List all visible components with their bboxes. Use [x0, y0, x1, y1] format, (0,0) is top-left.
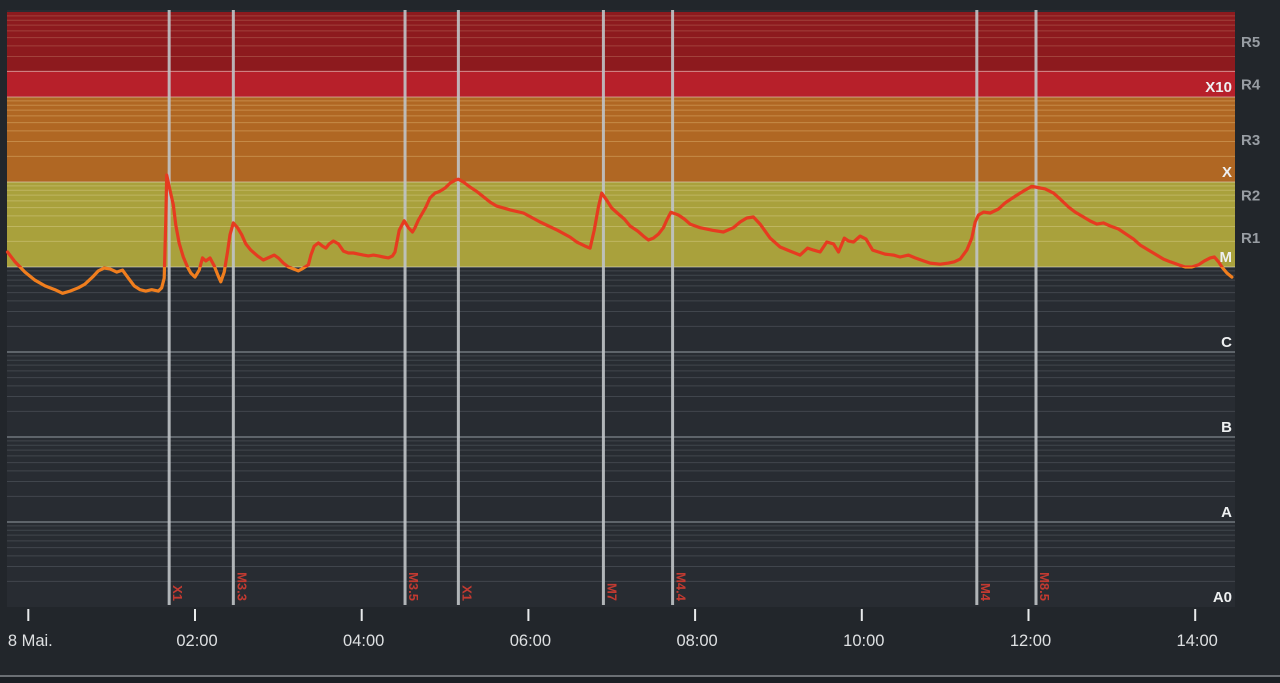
time-axis-label: 8 Mai. [8, 632, 53, 650]
flare-event-label: M4 [978, 583, 993, 602]
time-axis-label: 06:00 [510, 632, 551, 650]
time-axis-label: 10:00 [843, 632, 884, 650]
flux-level-label-X10: X10 [1205, 79, 1232, 96]
flux-level-label-M: M [1220, 249, 1233, 266]
r-scale-label-R4: R4 [1241, 77, 1261, 94]
time-axis-label: 08:00 [676, 632, 717, 650]
r-scale-band-R4 [7, 71, 1235, 97]
flare-event-label: X1 [459, 585, 474, 601]
flux-level-label-C: C [1221, 334, 1232, 351]
flux-level-label-B: B [1221, 419, 1232, 436]
flare-event-label: M8.5 [1037, 572, 1052, 601]
time-axis-label: 04:00 [343, 632, 384, 650]
r-scale-band-R3 [7, 97, 1235, 182]
r-scale-label-R2: R2 [1241, 187, 1260, 204]
r-scale-label-R3: R3 [1241, 132, 1260, 149]
time-axis-label: 14:00 [1177, 632, 1218, 650]
flare-event-label: M3.5 [406, 572, 421, 601]
flux-level-label-A0: A0 [1213, 589, 1232, 606]
flare-event-label: M4.4 [674, 572, 689, 602]
xray-flux-curve-below-m [17, 267, 1234, 295]
flare-event-label: M7 [604, 583, 619, 601]
r-scale-label-R5: R5 [1241, 34, 1260, 51]
flux-level-label-X: X [1222, 164, 1232, 181]
time-axis-label: 02:00 [176, 632, 217, 650]
r-scale-band-R5 [7, 12, 1235, 72]
time-axis-label: 12:00 [1010, 632, 1051, 650]
r-scale-label-R1: R1 [1241, 230, 1260, 247]
flare-event-label: X1 [170, 585, 185, 601]
footer-strip [0, 677, 1280, 683]
xray-flux-curve-above-m [5, 173, 1224, 267]
flare-event-label: M3.3 [234, 572, 249, 601]
flux-level-label-A: A [1221, 504, 1232, 521]
